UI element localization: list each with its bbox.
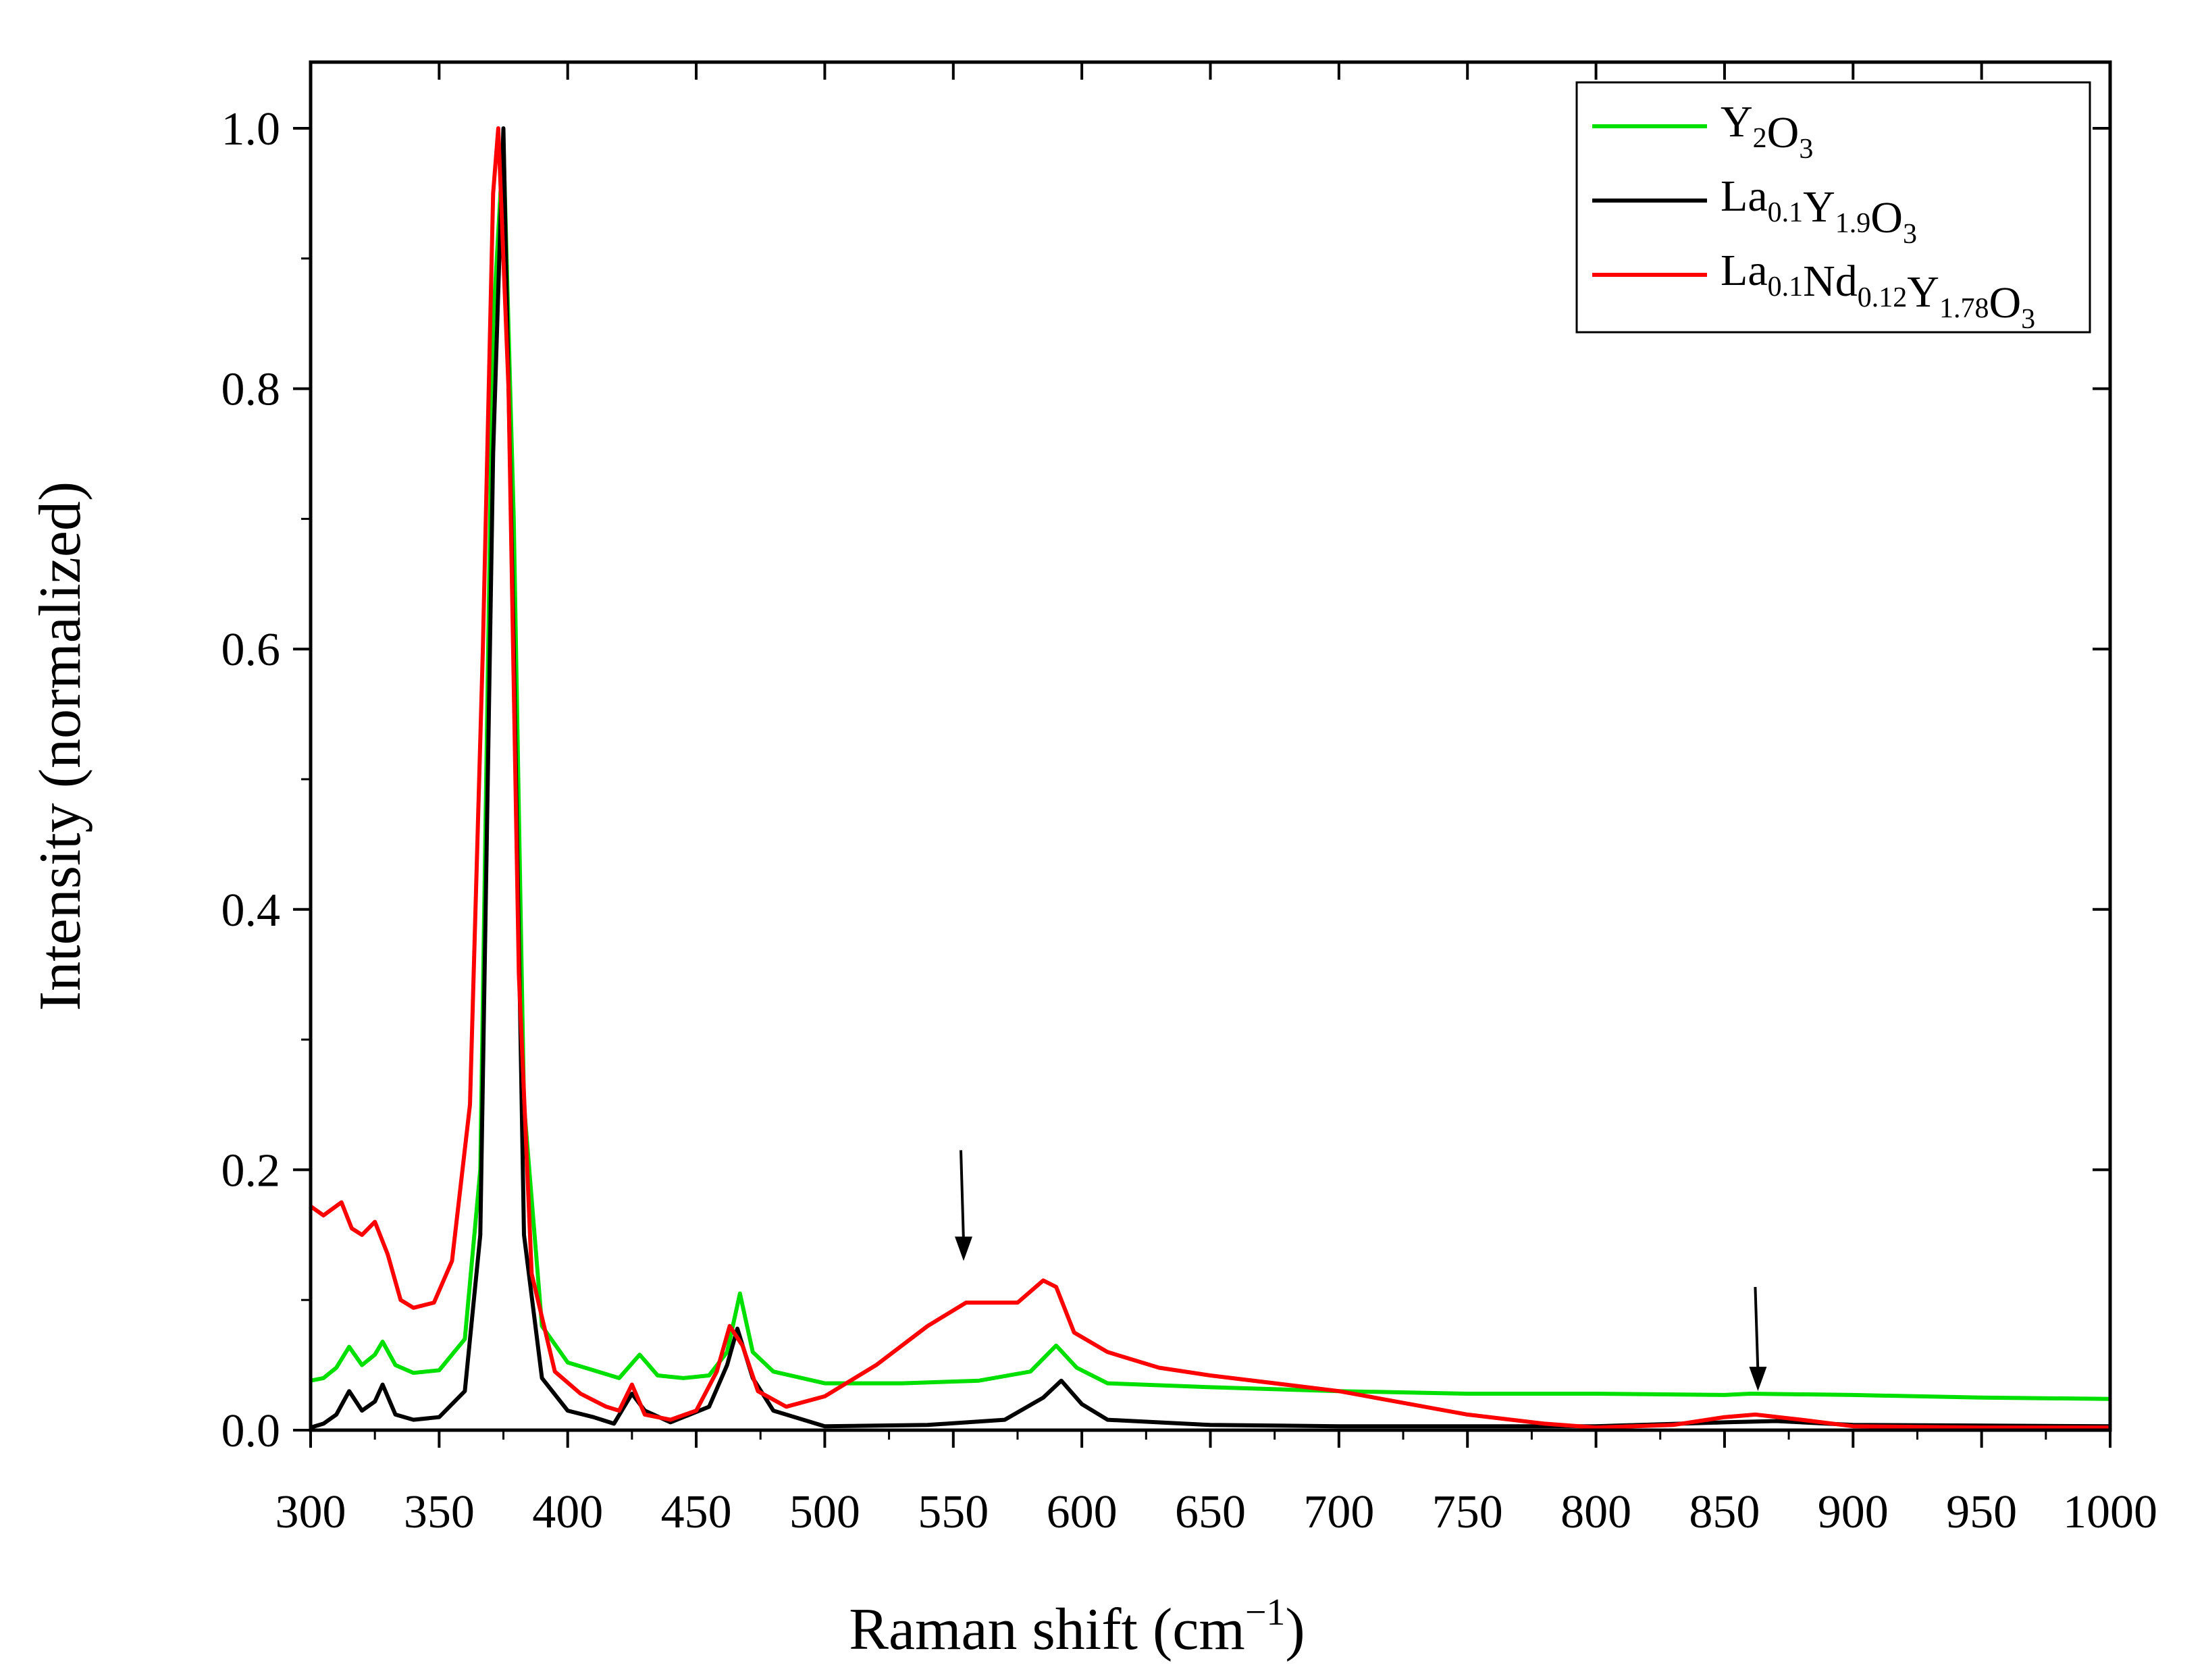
- x-axis-title-sup: −1: [1245, 1592, 1286, 1633]
- plot-frame: [309, 60, 2112, 1432]
- y-axis-title: Intensity (normalized): [28, 481, 93, 1011]
- series-lines: [309, 126, 2111, 1430]
- legend-label-3: La0.1Nd0.12Y1.78O3: [1721, 246, 2035, 335]
- x-tick-label: 800: [1560, 1486, 1631, 1538]
- legend-label-2: La0.1Y1.9O3: [1721, 172, 1917, 250]
- annotation-arrow-shaft: [960, 1150, 966, 1242]
- y-tick-label: 0.4: [221, 885, 281, 937]
- y-tick-label: 0.8: [221, 364, 281, 416]
- x-tick-label: 850: [1689, 1486, 1760, 1538]
- x-tick-label: 950: [1946, 1486, 2017, 1538]
- x-tick-label: 650: [1175, 1486, 1246, 1538]
- x-tick-label: 750: [1432, 1486, 1503, 1538]
- x-tick-label: 350: [404, 1486, 475, 1538]
- x-tick-label: 600: [1047, 1486, 1118, 1538]
- legend-label-1: Y2O3: [1721, 97, 1813, 165]
- x-tick-label: 400: [532, 1486, 603, 1538]
- x-tick-label: 1000: [2063, 1486, 2157, 1538]
- series-line-3: [309, 126, 2110, 1430]
- x-axis-title-main: Raman shift (cm: [849, 1597, 1245, 1662]
- annotation-arrow-head: [955, 1236, 973, 1261]
- y-tick-label: 1.0: [221, 103, 281, 155]
- x-axis-title-close: ): [1285, 1597, 1305, 1662]
- x-tick-label: 500: [789, 1486, 860, 1538]
- x-tick-label: 700: [1303, 1486, 1374, 1538]
- annotation-arrow-shaft: [1754, 1286, 1760, 1373]
- x-tick-label: 900: [1818, 1486, 1889, 1538]
- y-tick-label: 0.2: [221, 1145, 281, 1197]
- x-axis-title: Raman shift (cm−1): [849, 1592, 1305, 1662]
- x-tick-label: 450: [661, 1486, 732, 1538]
- y-tick-label: 0.0: [221, 1405, 281, 1457]
- annotation-arrow-head: [1749, 1367, 1767, 1392]
- y-tick-label: 0.6: [221, 624, 281, 676]
- x-tick-label: 300: [276, 1486, 346, 1538]
- axis-tick-labels: 300 350 400 450 500 550 600 650 700 750 800 850 900 9…: [221, 103, 2158, 1538]
- x-tick-label: 550: [918, 1486, 989, 1538]
- annotations: [955, 1150, 1767, 1392]
- legend-box: [1575, 81, 2091, 334]
